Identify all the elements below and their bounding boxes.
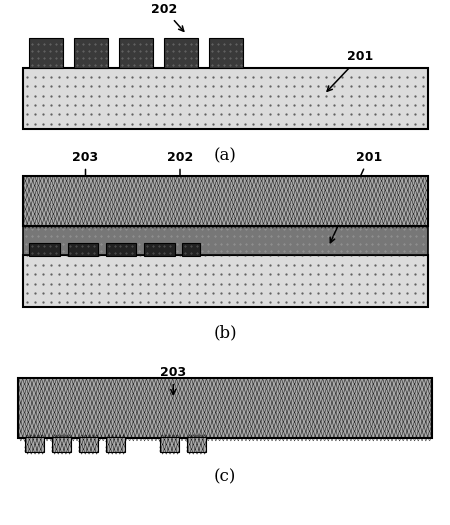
Bar [160, 437, 179, 451]
Bar [74, 38, 108, 68]
Text: 203: 203 [160, 366, 186, 394]
Bar [22, 255, 427, 307]
Bar [68, 243, 98, 256]
Text: (a): (a) [214, 147, 236, 164]
Bar [22, 176, 427, 226]
Bar [22, 68, 427, 129]
Text: 201: 201 [327, 50, 373, 91]
Text: 202: 202 [151, 3, 184, 32]
Text: 201: 201 [330, 151, 382, 243]
Bar [18, 378, 432, 438]
Bar [106, 243, 136, 256]
Bar [209, 38, 243, 68]
Bar [29, 38, 63, 68]
Bar [22, 226, 427, 255]
Bar [119, 38, 153, 68]
Text: (b): (b) [213, 324, 237, 341]
Text: 202: 202 [167, 151, 193, 198]
Bar [182, 243, 200, 256]
Bar [25, 437, 44, 451]
Bar [52, 437, 71, 451]
Bar [164, 38, 198, 68]
Bar [144, 243, 175, 256]
Bar [187, 437, 206, 451]
Bar [79, 437, 98, 451]
Text: 203: 203 [72, 151, 99, 196]
Bar [106, 437, 125, 451]
Text: (c): (c) [214, 468, 236, 485]
Bar [29, 243, 60, 256]
